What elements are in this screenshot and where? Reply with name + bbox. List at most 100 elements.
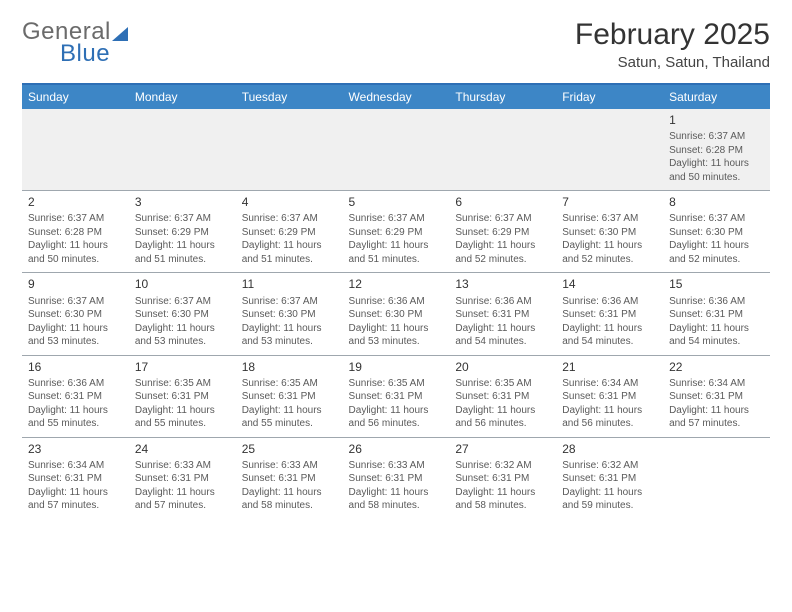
calendar-cell xyxy=(22,109,129,191)
col-monday: Monday xyxy=(129,85,236,109)
day2-text: and 57 minutes. xyxy=(135,499,230,513)
sunset-text: Sunset: 6:31 PM xyxy=(135,390,230,404)
day-number: 11 xyxy=(242,276,337,292)
calendar-cell: 17Sunrise: 6:35 AMSunset: 6:31 PMDayligh… xyxy=(129,355,236,437)
sunrise-text: Sunrise: 6:37 AM xyxy=(349,212,444,226)
day2-text: and 54 minutes. xyxy=(562,335,657,349)
sunrise-text: Sunrise: 6:35 AM xyxy=(455,377,550,391)
sunset-text: Sunset: 6:29 PM xyxy=(349,226,444,240)
day2-text: and 51 minutes. xyxy=(242,253,337,267)
calendar-cell: 5 Sunrise: 6:37 AMSunset: 6:29 PMDaylight… xyxy=(343,191,450,273)
day2-text: and 55 minutes. xyxy=(135,417,230,431)
day-number: 24 xyxy=(135,441,230,457)
sunset-text: Sunset: 6:28 PM xyxy=(669,144,764,158)
sunset-text: Sunset: 6:31 PM xyxy=(562,390,657,404)
sunset-text: Sunset: 6:31 PM xyxy=(28,472,123,486)
day1-text: Daylight: 11 hours xyxy=(562,486,657,500)
col-friday: Friday xyxy=(556,85,663,109)
day-number: 20 xyxy=(455,359,550,375)
calendar-cell: 22Sunrise: 6:34 AMSunset: 6:31 PMDayligh… xyxy=(663,355,770,437)
day2-text: and 50 minutes. xyxy=(669,171,764,185)
calendar-cell: 14Sunrise: 6:36 AMSunset: 6:31 PMDayligh… xyxy=(556,273,663,355)
sunset-text: Sunset: 6:31 PM xyxy=(135,472,230,486)
sunset-text: Sunset: 6:31 PM xyxy=(562,308,657,322)
sunrise-text: Sunrise: 6:36 AM xyxy=(669,295,764,309)
calendar-table: Sunday Monday Tuesday Wednesday Thursday… xyxy=(22,85,770,519)
sunrise-text: Sunrise: 6:37 AM xyxy=(455,212,550,226)
day1-text: Daylight: 11 hours xyxy=(455,404,550,418)
calendar-row: 23Sunrise: 6:34 AMSunset: 6:31 PMDayligh… xyxy=(22,437,770,519)
calendar-cell: 13Sunrise: 6:36 AMSunset: 6:31 PMDayligh… xyxy=(449,273,556,355)
day-number: 19 xyxy=(349,359,444,375)
sunrise-text: Sunrise: 6:33 AM xyxy=(349,459,444,473)
calendar-cell xyxy=(663,437,770,519)
calendar-cell xyxy=(236,109,343,191)
day1-text: Daylight: 11 hours xyxy=(349,239,444,253)
calendar-cell: 26Sunrise: 6:33 AMSunset: 6:31 PMDayligh… xyxy=(343,437,450,519)
day1-text: Daylight: 11 hours xyxy=(242,239,337,253)
day1-text: Daylight: 11 hours xyxy=(242,404,337,418)
day-number: 10 xyxy=(135,276,230,292)
calendar-cell: 28Sunrise: 6:32 AMSunset: 6:31 PMDayligh… xyxy=(556,437,663,519)
day1-text: Daylight: 11 hours xyxy=(135,404,230,418)
day2-text: and 54 minutes. xyxy=(669,335,764,349)
calendar-cell: 2Sunrise: 6:37 AMSunset: 6:28 PMDaylight… xyxy=(22,191,129,273)
sunrise-text: Sunrise: 6:35 AM xyxy=(242,377,337,391)
day1-text: Daylight: 11 hours xyxy=(135,239,230,253)
calendar-row: 9Sunrise: 6:37 AMSunset: 6:30 PMDaylight… xyxy=(22,273,770,355)
calendar-row: 16Sunrise: 6:36 AMSunset: 6:31 PMDayligh… xyxy=(22,355,770,437)
day1-text: Daylight: 11 hours xyxy=(135,486,230,500)
day-number: 5 xyxy=(349,194,444,210)
sunset-text: Sunset: 6:29 PM xyxy=(455,226,550,240)
sunset-text: Sunset: 6:30 PM xyxy=(562,226,657,240)
calendar-cell: 18Sunrise: 6:35 AMSunset: 6:31 PMDayligh… xyxy=(236,355,343,437)
day-number: 15 xyxy=(669,276,764,292)
calendar-cell: 11Sunrise: 6:37 AMSunset: 6:30 PMDayligh… xyxy=(236,273,343,355)
sunset-text: Sunset: 6:31 PM xyxy=(455,390,550,404)
calendar-cell xyxy=(556,109,663,191)
day1-text: Daylight: 11 hours xyxy=(349,486,444,500)
calendar-cell: 4Sunrise: 6:37 AMSunset: 6:29 PMDaylight… xyxy=(236,191,343,273)
day2-text: and 55 minutes. xyxy=(242,417,337,431)
logo-triangle-icon xyxy=(112,27,128,41)
sunset-text: Sunset: 6:29 PM xyxy=(135,226,230,240)
day-number: 14 xyxy=(562,276,657,292)
calendar-cell: 20 Sunrise: 6:35 AMSunset: 6:31 PMDayligh… xyxy=(449,355,556,437)
day-number: 1 xyxy=(669,112,764,128)
sunrise-text: Sunrise: 6:33 AM xyxy=(135,459,230,473)
day2-text: and 58 minutes. xyxy=(455,499,550,513)
day2-text: and 51 minutes. xyxy=(349,253,444,267)
day1-text: Daylight: 11 hours xyxy=(669,157,764,171)
calendar-row: 2Sunrise: 6:37 AMSunset: 6:28 PMDaylight… xyxy=(22,191,770,273)
day1-text: Daylight: 11 hours xyxy=(455,322,550,336)
calendar-cell: 10Sunrise: 6:37 AMSunset: 6:30 PMDayligh… xyxy=(129,273,236,355)
page-title: February 2025 xyxy=(575,18,770,52)
sunrise-text: Sunrise: 6:34 AM xyxy=(669,377,764,391)
sunset-text: Sunset: 6:30 PM xyxy=(28,308,123,322)
day1-text: Daylight: 11 hours xyxy=(455,239,550,253)
calendar-cell xyxy=(129,109,236,191)
sunrise-text: Sunrise: 6:36 AM xyxy=(455,295,550,309)
day2-text: and 52 minutes. xyxy=(562,253,657,267)
calendar-cell: 8Sunrise: 6:37 AMSunset: 6:30 PMDaylight… xyxy=(663,191,770,273)
sunrise-text: Sunrise: 6:34 AM xyxy=(562,377,657,391)
col-saturday: Saturday xyxy=(663,85,770,109)
day1-text: Daylight: 11 hours xyxy=(562,404,657,418)
sunrise-text: Sunrise: 6:36 AM xyxy=(562,295,657,309)
day1-text: Daylight: 11 hours xyxy=(28,486,123,500)
sunrise-text: Sunrise: 6:32 AM xyxy=(455,459,550,473)
day1-text: Daylight: 11 hours xyxy=(28,404,123,418)
sunset-text: Sunset: 6:31 PM xyxy=(455,308,550,322)
sunset-text: Sunset: 6:31 PM xyxy=(669,390,764,404)
day1-text: Daylight: 11 hours xyxy=(455,486,550,500)
day2-text: and 54 minutes. xyxy=(455,335,550,349)
sunset-text: Sunset: 6:31 PM xyxy=(669,308,764,322)
sunset-text: Sunset: 6:31 PM xyxy=(349,390,444,404)
day2-text: and 55 minutes. xyxy=(28,417,123,431)
calendar-cell: 25Sunrise: 6:33 AMSunset: 6:31 PMDayligh… xyxy=(236,437,343,519)
day-number: 26 xyxy=(349,441,444,457)
day1-text: Daylight: 11 hours xyxy=(28,239,123,253)
day-number: 8 xyxy=(669,194,764,210)
sunset-text: Sunset: 6:31 PM xyxy=(242,390,337,404)
day2-text: and 53 minutes. xyxy=(28,335,123,349)
